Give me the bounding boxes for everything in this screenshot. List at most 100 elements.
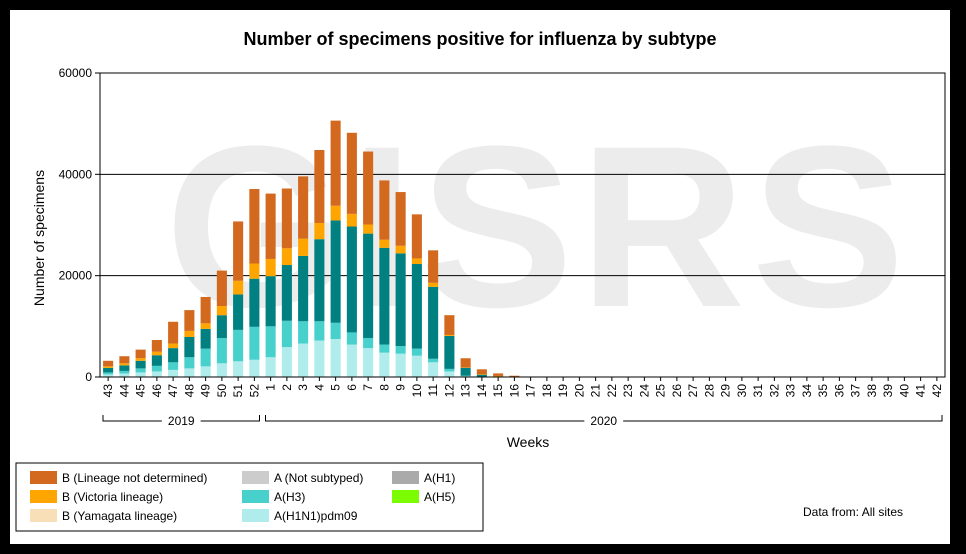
y-axis-label: Number of specimens [31,170,47,306]
x-tick-label: 47 [166,384,180,398]
x-tick-label: 27 [686,384,700,398]
bar-segment [168,343,179,349]
bar-segment [184,310,195,331]
y-tick-label: 40000 [59,167,93,181]
x-tick-label: 8 [377,384,391,391]
x-tick-label: 42 [930,384,944,398]
x-tick-label: 35 [816,384,830,398]
bar-segment [233,329,244,362]
y-tick-label: 20000 [59,269,93,283]
bar-segment [346,213,357,227]
bar-segment [411,348,422,356]
bar-segment [151,355,162,366]
x-tick-label: 2 [280,384,294,391]
bar-segment [168,321,179,344]
bar-segment [216,337,227,364]
bar-segment [233,361,244,377]
bar-segment [298,238,309,256]
bar-segment [428,286,439,359]
bar-segment [346,226,357,333]
bar-segment [493,375,504,377]
legend-swatch [242,490,269,503]
bar-segment [460,375,471,377]
bar-segment [233,221,244,281]
x-tick-label: 12 [442,384,456,398]
watermark: GISRS [165,98,911,355]
x-tick-label: 46 [150,384,164,398]
x-tick-label: 34 [800,384,814,398]
legend-label: A (Not subtyped) [274,471,363,485]
year-bracket [265,415,943,422]
bar-segment [184,357,195,369]
x-tick-label: 52 [247,384,261,398]
bar-segment [265,326,276,358]
year-bracket [102,415,260,422]
bar-segment [363,233,374,338]
x-tick-label: 44 [117,384,131,398]
x-tick-label: 31 [751,384,765,398]
x-tick-label: 10 [410,384,424,398]
x-tick-label: 33 [784,384,798,398]
bar-segment [509,375,520,377]
x-tick-label: 50 [215,384,229,398]
chart-title: Number of specimens positive for influen… [243,29,716,49]
x-axis-label: Weeks [507,434,550,450]
bar-segment [281,347,292,377]
x-tick-label: 25 [654,384,668,398]
x-tick-label: 36 [832,384,846,398]
bar-segment [135,358,146,361]
plot-border [99,72,946,378]
bar-segment [281,320,292,348]
bar-segment [233,294,244,330]
bar-segment [428,358,439,363]
bar-segment [249,359,260,377]
bar-segment [265,193,276,259]
bar-segment [444,334,455,336]
bar-segment [330,205,341,221]
bar-segment [249,326,260,360]
x-tick-label: 17 [524,384,538,398]
legend-swatch [242,509,269,522]
bar-segment [493,373,504,376]
bar-segment [216,306,227,316]
bar-segment [119,363,130,366]
x-tick-label: 22 [605,384,619,398]
bar-segment [395,346,406,354]
bar-segment [119,365,130,371]
bar-segment [444,335,455,369]
legend-label: A(H1) [424,471,455,485]
bar-segment [103,360,114,367]
x-tick-label: 30 [735,384,749,398]
x-tick-label: 13 [459,384,473,398]
bar-segment [298,255,309,322]
bar-segment [216,315,227,338]
x-tick-label: 26 [670,384,684,398]
x-tick-label: 37 [849,384,863,398]
bar-segment [346,332,357,345]
bar-segment [200,328,211,349]
bar-segment [363,348,374,377]
bar-segment [395,353,406,377]
legend-swatch [30,490,57,503]
bar-segment [168,362,179,370]
bar-segment [314,150,325,223]
bar-segment [249,278,260,327]
bar-segment [363,151,374,225]
bar-segment [119,373,130,377]
bar-segment [379,352,390,377]
bar-segment [249,189,260,264]
bar-segment [119,356,130,364]
bar-segment [460,367,471,368]
legend-label: B (Victoria lineage) [62,490,163,504]
x-tick-label: 3 [296,384,310,391]
x-tick-label: 51 [231,384,245,398]
x-tick-label: 29 [719,384,733,398]
bar-segment [119,370,130,374]
bar-segment [411,258,422,265]
legend-label: A(H1N1)pdm09 [274,509,358,523]
x-tick-label: 9 [394,384,408,391]
x-tick-label: 5 [329,384,343,391]
legend-label: B (Lineage not determined) [62,471,207,485]
x-tick-label: 41 [914,384,928,398]
